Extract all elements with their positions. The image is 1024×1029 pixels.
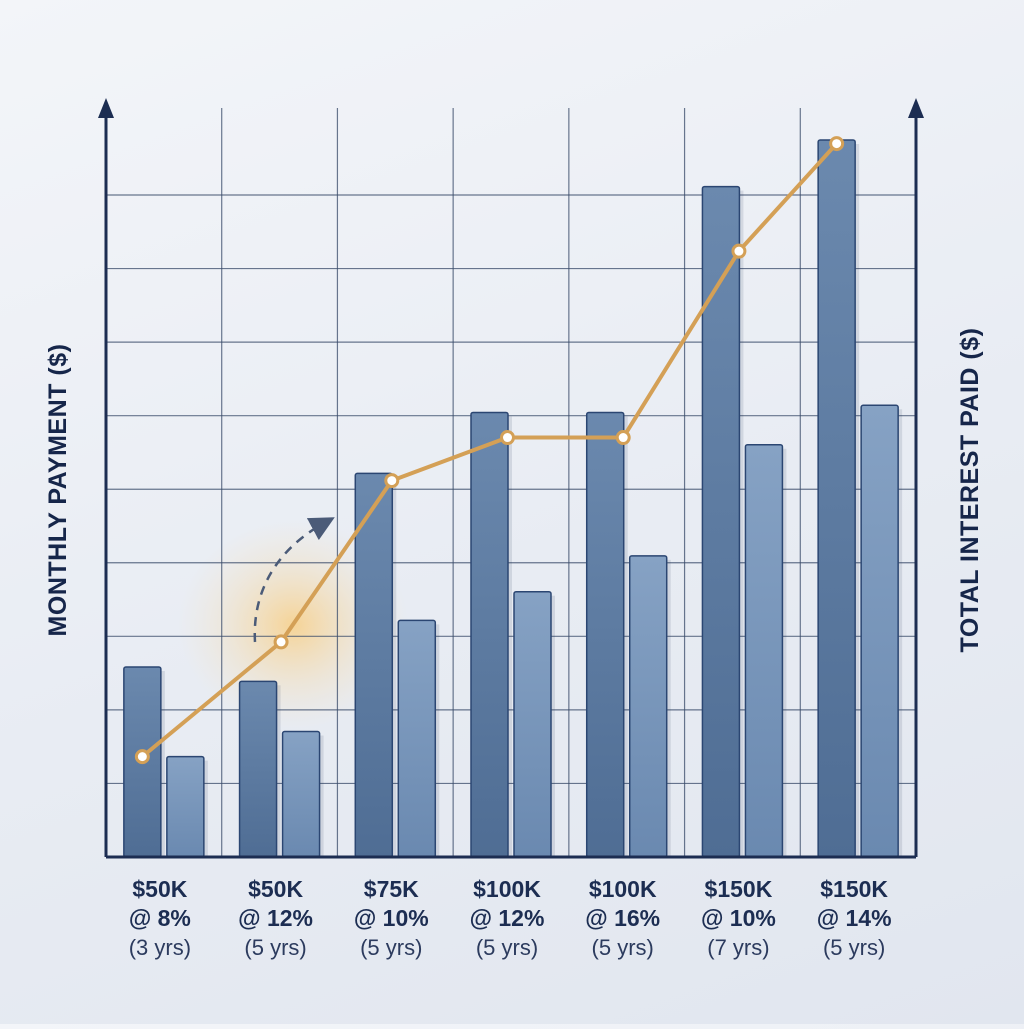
bar-monthly-payment [701, 185, 741, 858]
trend-line-point [500, 430, 515, 446]
y-axis-title-left: MONTHLY PAYMENT ($) [44, 344, 72, 637]
category-label: $75K @ 10% (5 yrs) [354, 876, 429, 960]
category-rate: @ 16% [585, 905, 660, 931]
trend-line-point [731, 243, 747, 259]
category-label: $50K @ 8% (3 yrs) [129, 876, 191, 960]
axes-layer [98, 98, 924, 859]
category-rate: @ 12% [238, 905, 313, 931]
bar-total-interest [397, 619, 437, 858]
category-labels-layer: $50K @ 8% (3 yrs) $50K @ 12% (5 yrs) $75K @ 10%… [129, 876, 892, 960]
bar-total-interest [860, 404, 899, 858]
bar-monthly-payment [585, 411, 625, 858]
category-amount: $75K [364, 876, 419, 902]
y-axis-right-arrowhead [908, 98, 924, 118]
category-label: $150K @ 14% (5 yrs) [817, 876, 892, 960]
bar-total-interest [744, 443, 784, 858]
y-axis-title-right: TOTAL INTEREST PAID ($) [956, 328, 984, 653]
trend-line-point [273, 634, 289, 650]
bar-total-interest [628, 555, 668, 858]
bars-layer [123, 139, 903, 858]
category-term: (5 yrs) [360, 935, 422, 960]
bar-total-interest [166, 755, 205, 858]
annotation-layer [253, 517, 335, 643]
category-term: (5 yrs) [823, 935, 885, 960]
category-amount: $100K [473, 876, 541, 902]
dashed-curved-arrow [253, 517, 335, 643]
bar-total-interest [281, 730, 321, 858]
category-term: (3 yrs) [129, 935, 191, 960]
trend-line-point [615, 430, 631, 446]
category-amount: $150K [705, 876, 773, 902]
category-amount: $100K [589, 876, 657, 902]
bar-monthly-payment [238, 680, 278, 858]
category-rate: @ 8% [129, 905, 191, 931]
bar-monthly-payment [354, 472, 394, 858]
category-amount: $150K [820, 876, 888, 902]
category-rate: @ 14% [817, 905, 892, 931]
line-layer [134, 136, 845, 765]
category-amount: $50K [248, 876, 303, 902]
category-label: $100K @ 16% (5 yrs) [585, 876, 660, 960]
bar-monthly-payment [817, 139, 856, 858]
trend-line-point [134, 749, 150, 765]
bar-total-interest [513, 590, 552, 858]
y-axis-left-arrowhead [98, 98, 114, 118]
category-term: (5 yrs) [592, 935, 654, 960]
category-label: $50K @ 12% (5 yrs) [238, 876, 313, 960]
category-term: (5 yrs) [244, 935, 306, 960]
category-label: $150K @ 10% (7 yrs) [701, 876, 776, 960]
trend-line-point [829, 136, 845, 152]
category-rate: @ 10% [701, 905, 776, 931]
category-rate: @ 12% [470, 905, 545, 931]
bar-monthly-payment [470, 411, 509, 858]
category-rate: @ 10% [354, 905, 429, 931]
category-label: $100K @ 12% (5 yrs) [470, 876, 545, 960]
category-term: (5 yrs) [476, 935, 538, 960]
category-term: (7 yrs) [707, 935, 769, 960]
category-amount: $50K [132, 876, 187, 902]
trend-line-point [384, 473, 400, 489]
